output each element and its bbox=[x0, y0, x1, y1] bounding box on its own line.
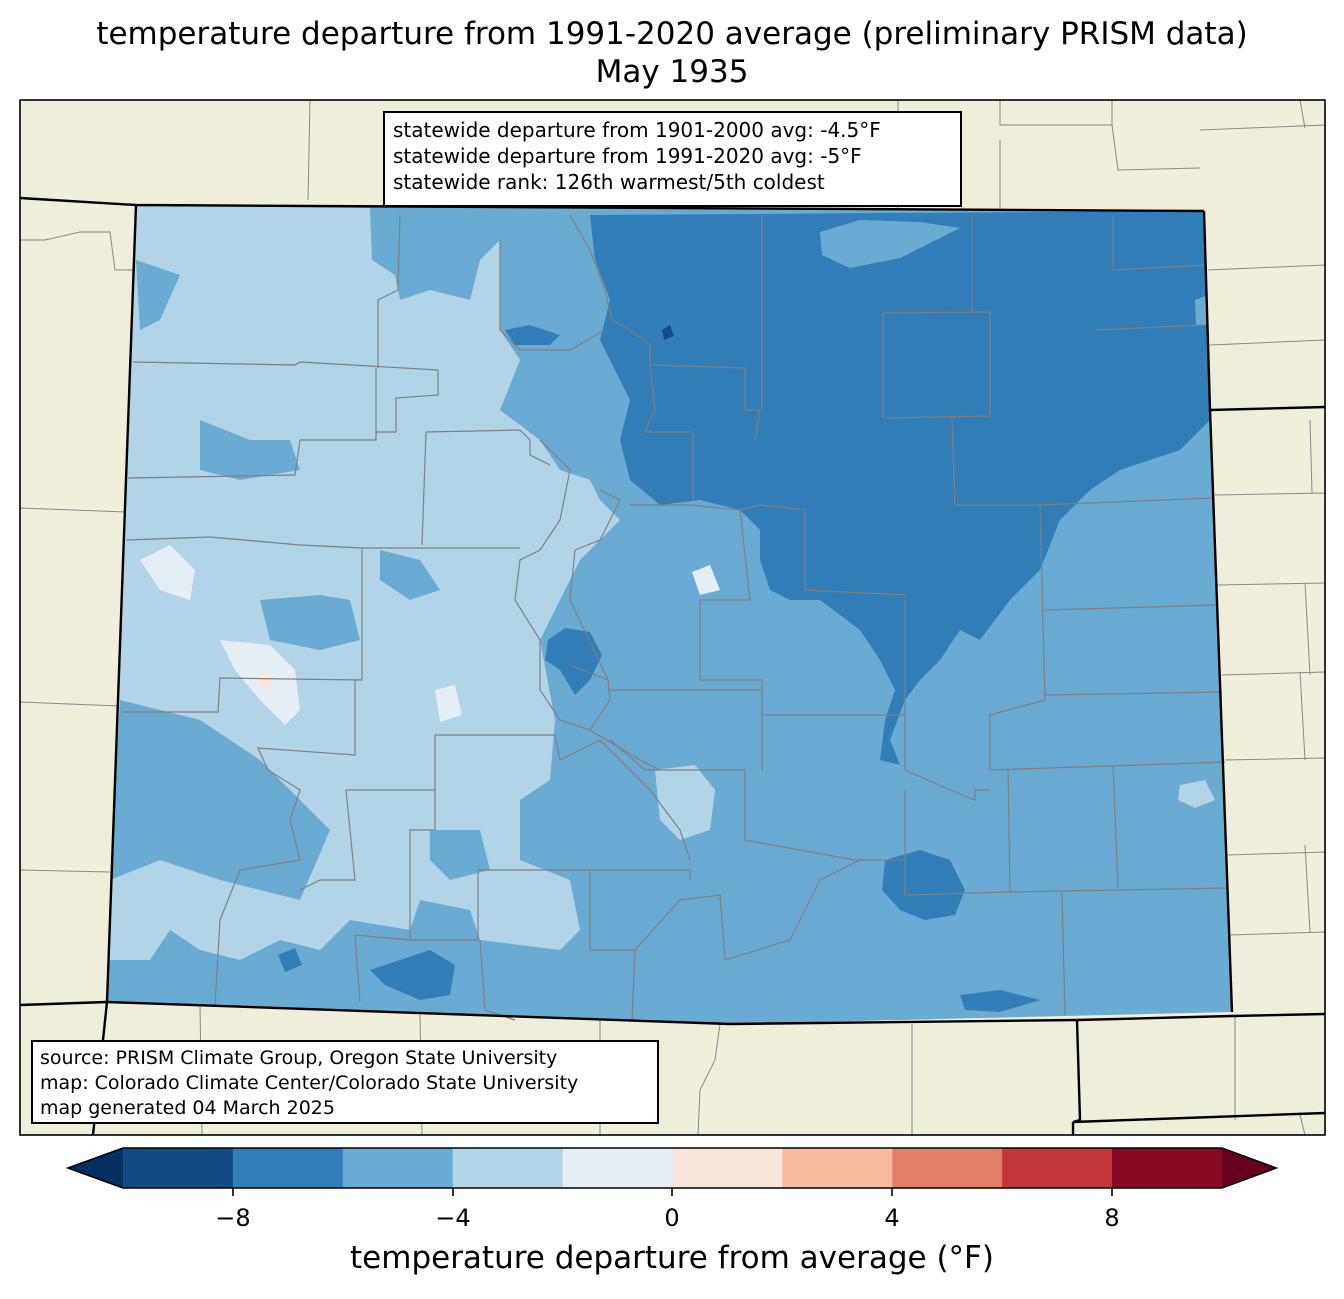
map-title: temperature departure from 1991-2020 ave… bbox=[96, 16, 1248, 52]
colorbar-tick-label: −4 bbox=[435, 1204, 471, 1232]
state-borders bbox=[20, 196, 1325, 1135]
colorbar-tick-label: −8 bbox=[215, 1204, 251, 1232]
colorbar-bin bbox=[1112, 1148, 1223, 1188]
colorbar-bin bbox=[672, 1148, 783, 1188]
colorbar bbox=[65, 1147, 1279, 1196]
colorbar-tick-label: 8 bbox=[1104, 1204, 1120, 1232]
colorbar-bin bbox=[1002, 1148, 1113, 1188]
colorbar-bin bbox=[232, 1148, 344, 1188]
contour-minus8-to-minus6-southeast bbox=[882, 850, 965, 920]
stats-line-1991-2020: statewide departure from 1991-2020 avg: … bbox=[393, 144, 862, 168]
contour-minus4-to-minus2-east-2 bbox=[1178, 780, 1215, 808]
contour-minus8-to-minus6-south-3 bbox=[960, 990, 1040, 1012]
colorbar-extend-high bbox=[1222, 1148, 1276, 1188]
contour-patch-west-2 bbox=[200, 420, 300, 480]
statewide-stats-box: statewide departure from 1901-2000 avg: … bbox=[383, 111, 962, 207]
stats-line-rank: statewide rank: 126th warmest/5th coldes… bbox=[393, 170, 825, 194]
contour-minus8-to-minus6-northeast bbox=[590, 211, 1210, 765]
colorbar-tick-label: 0 bbox=[664, 1204, 680, 1232]
contour-patch-west-5 bbox=[370, 210, 495, 260]
contour-patch-west-3 bbox=[260, 595, 360, 650]
colorbar-bin bbox=[782, 1148, 893, 1188]
map-frame bbox=[19, 99, 1326, 1136]
contour-minus10-to-minus8 bbox=[662, 325, 674, 340]
contour-ne-lighter-1 bbox=[820, 220, 960, 268]
source-line-map: map: Colorado Climate Center/Colorado St… bbox=[40, 1072, 579, 1094]
colorbar-extend-low bbox=[68, 1148, 123, 1188]
contour-minus8-to-minus6-south-2 bbox=[278, 948, 302, 972]
contour-minus2-to-0-4 bbox=[692, 565, 720, 595]
contour-patch-west-1 bbox=[136, 260, 180, 330]
colorbar-tick-label: 4 bbox=[884, 1204, 900, 1232]
source-line-prism: source: PRISM Climate Group, Oregon Stat… bbox=[40, 1047, 558, 1069]
source-line-generated: map generated 04 March 2025 bbox=[40, 1097, 335, 1119]
colorbar-bin bbox=[123, 1148, 234, 1188]
contour-minus2-to-0-3 bbox=[435, 685, 462, 722]
contour-0-to-2 bbox=[258, 672, 272, 690]
contour-minus4-to-minus2-east-1 bbox=[655, 765, 715, 840]
colorbar-bin bbox=[562, 1148, 673, 1188]
colorbar-bin bbox=[452, 1148, 564, 1188]
map-subtitle-date: May 1935 bbox=[595, 54, 749, 90]
source-box: source: PRISM Climate Group, Oregon Stat… bbox=[31, 1040, 659, 1124]
colorbar-outline bbox=[65, 1147, 1279, 1189]
contour-minus8-to-minus6-south-1 bbox=[370, 950, 455, 1000]
colorbar-bin bbox=[892, 1148, 1003, 1188]
colorbar-bin bbox=[342, 1148, 454, 1188]
contour-patch-west-4 bbox=[110, 700, 330, 900]
contour-minus8-to-minus6-north bbox=[505, 325, 560, 345]
contour-patch-west-7 bbox=[430, 830, 490, 880]
colorbar-label: temperature departure from average (°F) bbox=[350, 1240, 994, 1276]
contour-minus8-to-minus6-central bbox=[545, 628, 602, 695]
contour-patch-west-6 bbox=[380, 550, 440, 600]
contour-minus2-to-0-1 bbox=[140, 545, 195, 600]
stats-line-1901-2000: statewide departure from 1901-2000 avg: … bbox=[393, 118, 881, 142]
